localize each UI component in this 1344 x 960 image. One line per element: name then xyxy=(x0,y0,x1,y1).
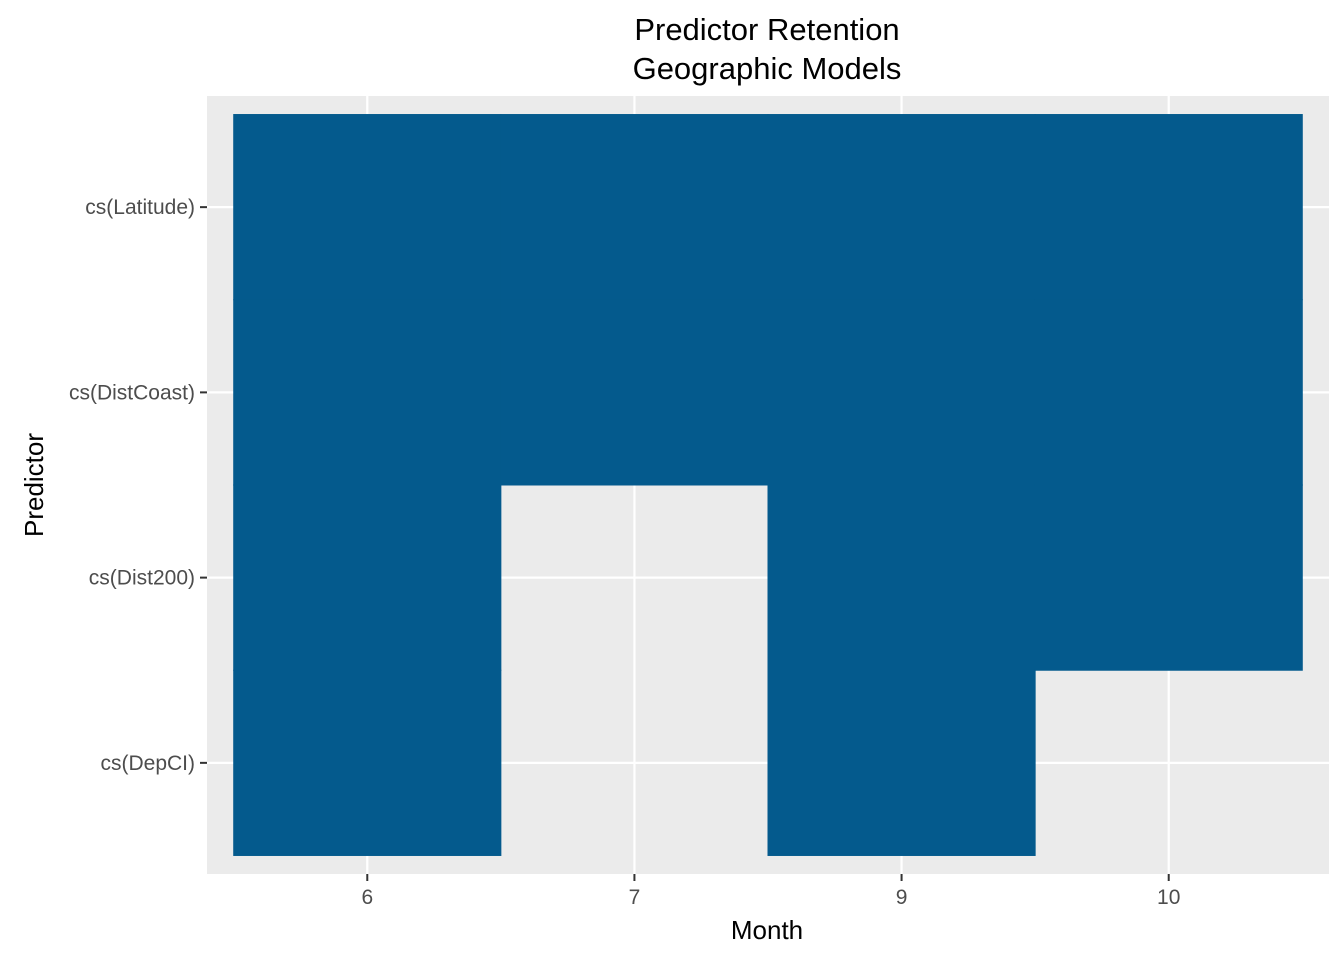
x-tick-label-10: 10 xyxy=(1157,886,1180,909)
x-tick-label-9: 9 xyxy=(896,886,908,909)
heatmap-cells xyxy=(233,114,1303,856)
heatmap-cell-6-0 xyxy=(233,114,502,301)
heatmap-cell-9-3 xyxy=(767,669,1036,856)
heatmap-cell-6-2 xyxy=(233,484,502,671)
heatmap-cell-7-0 xyxy=(500,114,769,301)
heatmap-cell-10-0 xyxy=(1034,114,1303,301)
y-tick-label-1: cs(DistCoast) xyxy=(69,381,195,404)
heatmap-cell-9-1 xyxy=(767,299,1036,486)
heatmap-cell-6-3 xyxy=(233,669,502,856)
y-tick-label-3: cs(DepCI) xyxy=(100,752,195,775)
y-axis-title: Predictor xyxy=(19,433,49,537)
y-axis: cs(Latitude) cs(DistCoast) cs(Dist200) cs(D… xyxy=(69,196,207,775)
heatmap-cell-10-1 xyxy=(1034,299,1303,486)
chart-subtitle: Geographic Models xyxy=(633,51,902,86)
heatmap-cell-10-2 xyxy=(1034,484,1303,671)
y-tick-label-2: cs(Dist200) xyxy=(89,567,195,590)
chart-title: Predictor Retention xyxy=(634,12,899,47)
heatmap-cell-9-2 xyxy=(767,484,1036,671)
heatmap-cell-6-1 xyxy=(233,299,502,486)
x-tick-label-6: 6 xyxy=(361,886,373,909)
heatmap-cell-7-1 xyxy=(500,299,769,486)
y-tick-label-0: cs(Latitude) xyxy=(85,196,195,219)
heatmap-cell-9-0 xyxy=(767,114,1036,301)
x-axis: 6 7 9 10 xyxy=(361,874,1180,909)
x-tick-label-7: 7 xyxy=(629,886,641,909)
x-axis-title: Month xyxy=(731,915,803,945)
